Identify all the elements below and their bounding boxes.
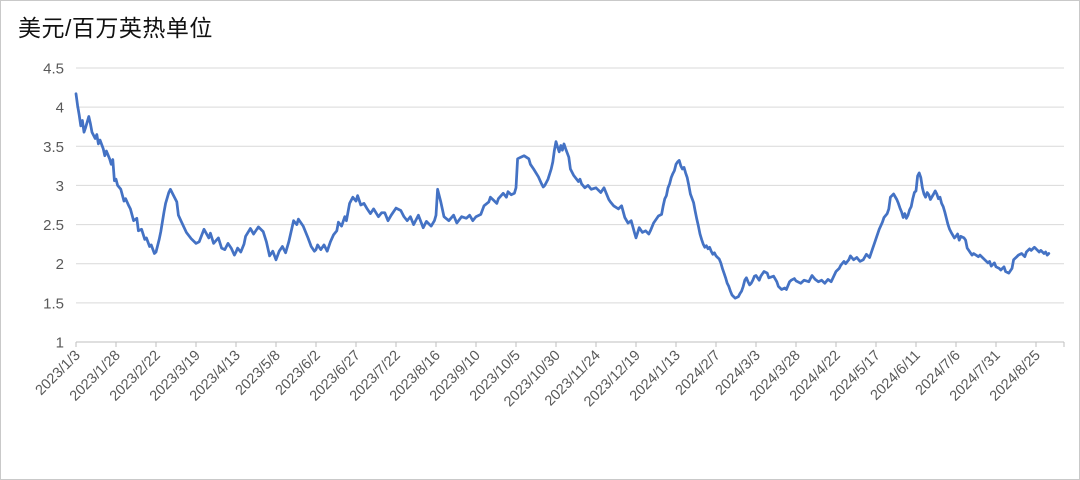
y-axis-label: 3 [56, 178, 64, 195]
price-line [74, 92, 1051, 300]
y-axis-label: 3.5 [43, 139, 64, 156]
y-axis-labels: 4.5 4 3.5 3 2.5 2 1.5 1 [43, 61, 64, 352]
x-axis-labels: 2023/1/32023/1/282023/2/222023/3/192023/… [33, 348, 1044, 411]
gridlines [76, 67, 1064, 343]
y-axis-label: 4 [56, 100, 64, 117]
y-axis-label: 4.5 [43, 61, 64, 78]
y-axis-label: 2.5 [43, 217, 64, 234]
y-axis-label: 2 [56, 256, 64, 273]
chart-title: 美元/百万英热单位 [18, 15, 213, 41]
y-axis-label: 1 [56, 335, 64, 352]
x-axis-ticks [75, 342, 1065, 347]
y-axis-label: 1.5 [43, 295, 64, 312]
